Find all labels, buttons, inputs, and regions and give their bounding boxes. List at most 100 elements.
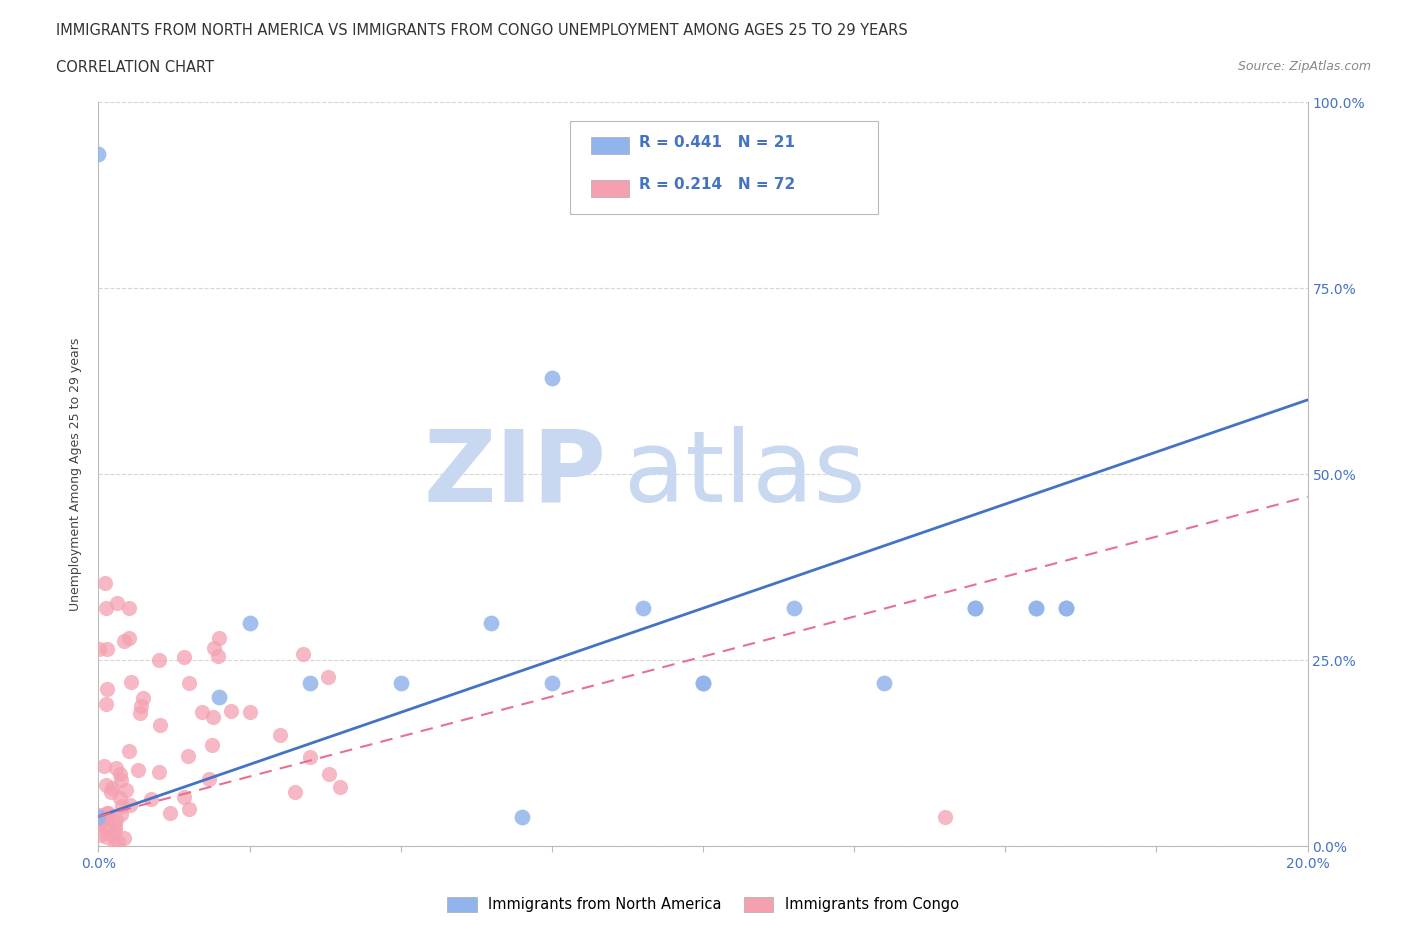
Point bbox=[284, 785, 307, 800]
FancyBboxPatch shape bbox=[569, 121, 879, 214]
Point bbox=[87, 809, 110, 824]
Legend: Immigrants from North America, Immigrants from Congo: Immigrants from North America, Immigrant… bbox=[441, 891, 965, 918]
Point bbox=[208, 690, 231, 705]
Point bbox=[100, 826, 122, 841]
Point bbox=[1024, 601, 1046, 616]
Point bbox=[129, 698, 152, 713]
Point bbox=[94, 576, 117, 591]
Point bbox=[177, 749, 200, 764]
Text: ZIP: ZIP bbox=[423, 426, 606, 523]
Point bbox=[389, 675, 412, 690]
Point bbox=[540, 370, 562, 385]
Point bbox=[105, 595, 128, 610]
Point bbox=[219, 704, 242, 719]
Point bbox=[159, 806, 181, 821]
Point bbox=[148, 653, 170, 668]
Point bbox=[104, 836, 127, 851]
Point bbox=[318, 767, 340, 782]
Point bbox=[292, 646, 315, 661]
Point bbox=[934, 809, 956, 824]
Point bbox=[692, 675, 714, 690]
Point bbox=[481, 616, 503, 631]
Point bbox=[89, 807, 111, 822]
Y-axis label: Unemployment Among Ages 25 to 29 years: Unemployment Among Ages 25 to 29 years bbox=[69, 338, 83, 611]
Text: Source: ZipAtlas.com: Source: ZipAtlas.com bbox=[1237, 60, 1371, 73]
Point bbox=[269, 727, 291, 742]
Point bbox=[208, 631, 231, 645]
Point bbox=[329, 779, 352, 794]
Point bbox=[115, 783, 138, 798]
Point bbox=[965, 601, 987, 616]
Point bbox=[91, 812, 114, 827]
Point bbox=[316, 670, 339, 684]
Point bbox=[104, 761, 127, 776]
Point bbox=[89, 816, 111, 830]
Point bbox=[873, 675, 896, 690]
Point bbox=[87, 642, 110, 657]
Point bbox=[96, 642, 118, 657]
Point bbox=[100, 785, 122, 800]
Point bbox=[173, 790, 195, 804]
Text: R = 0.441   N = 21: R = 0.441 N = 21 bbox=[638, 135, 794, 150]
Point bbox=[631, 601, 654, 616]
Point bbox=[132, 690, 155, 705]
Point bbox=[108, 790, 131, 805]
Point bbox=[114, 634, 136, 649]
Point bbox=[96, 830, 118, 844]
Point bbox=[127, 763, 149, 777]
Point bbox=[191, 704, 214, 719]
Point bbox=[1054, 601, 1077, 616]
Point bbox=[97, 806, 120, 821]
Point bbox=[202, 641, 225, 656]
Point bbox=[93, 819, 115, 834]
Point bbox=[139, 791, 162, 806]
Point bbox=[239, 705, 262, 720]
Point bbox=[148, 764, 170, 779]
Point bbox=[101, 780, 124, 795]
Text: R = 0.214   N = 72: R = 0.214 N = 72 bbox=[638, 178, 796, 193]
Point bbox=[120, 674, 142, 689]
Point bbox=[201, 710, 224, 724]
Point bbox=[239, 616, 262, 631]
Point bbox=[96, 601, 118, 616]
Point bbox=[299, 750, 322, 764]
Bar bbox=[591, 138, 630, 154]
Point bbox=[94, 697, 117, 711]
Point bbox=[110, 806, 132, 821]
Point bbox=[118, 601, 141, 616]
Point bbox=[207, 649, 229, 664]
Point bbox=[105, 813, 128, 828]
Point bbox=[104, 822, 127, 837]
Point bbox=[96, 810, 118, 825]
Point bbox=[1054, 601, 1077, 616]
Point bbox=[110, 772, 132, 787]
Point bbox=[107, 834, 129, 849]
Point bbox=[112, 830, 135, 845]
Bar bbox=[591, 180, 630, 197]
Point bbox=[108, 766, 131, 781]
Point bbox=[94, 777, 117, 792]
Point bbox=[128, 706, 150, 721]
Point bbox=[510, 809, 533, 824]
Point bbox=[89, 816, 111, 830]
Point bbox=[118, 744, 141, 759]
Text: IMMIGRANTS FROM NORTH AMERICA VS IMMIGRANTS FROM CONGO UNEMPLOYMENT AMONG AGES 2: IMMIGRANTS FROM NORTH AMERICA VS IMMIGRA… bbox=[56, 23, 908, 38]
Point bbox=[299, 675, 322, 690]
Point bbox=[540, 675, 562, 690]
Point bbox=[179, 802, 201, 817]
Point bbox=[96, 681, 118, 696]
Point bbox=[173, 649, 195, 664]
Point bbox=[149, 717, 172, 732]
Point bbox=[198, 771, 221, 786]
Point bbox=[179, 675, 201, 690]
Point bbox=[783, 601, 806, 616]
Point bbox=[96, 805, 118, 820]
Point bbox=[111, 798, 134, 813]
Text: atlas: atlas bbox=[624, 426, 866, 523]
Point bbox=[201, 737, 224, 752]
Point bbox=[118, 798, 141, 813]
Point bbox=[1024, 601, 1046, 616]
Point bbox=[90, 828, 112, 843]
Point bbox=[87, 147, 110, 162]
Point bbox=[104, 818, 127, 833]
